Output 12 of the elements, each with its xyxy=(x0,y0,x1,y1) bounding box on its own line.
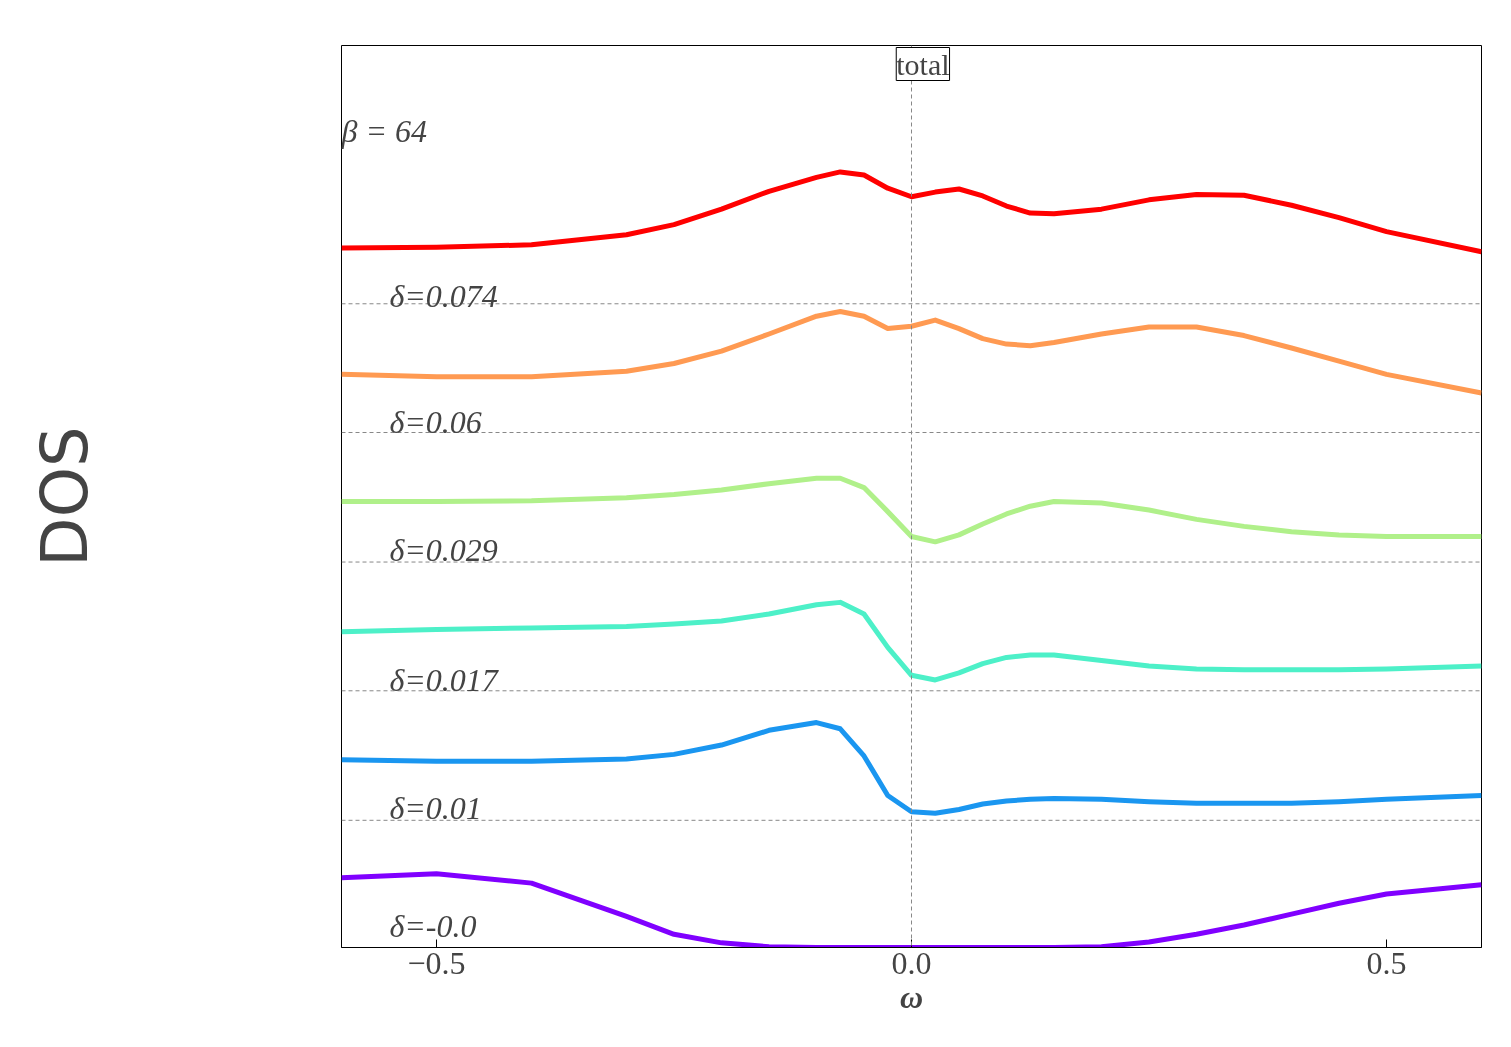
series-label: δ=0.029 xyxy=(389,531,498,568)
x-tick-label: 0.0 xyxy=(891,944,932,981)
x-axis-title: ω xyxy=(899,978,924,1015)
series-label: δ=0.06 xyxy=(389,404,482,441)
series-label: δ=0.074 xyxy=(389,278,498,315)
series-label: δ=-0.0 xyxy=(389,907,477,944)
x-tick-label: −0.5 xyxy=(407,944,466,981)
series-label: δ=0.01 xyxy=(389,789,482,826)
text: total xyxy=(896,47,950,81)
series-label: δ=0.017 xyxy=(389,661,500,698)
x-tick-label: 0.5 xyxy=(1366,944,1407,981)
y-axis-title: DOS xyxy=(27,426,102,567)
